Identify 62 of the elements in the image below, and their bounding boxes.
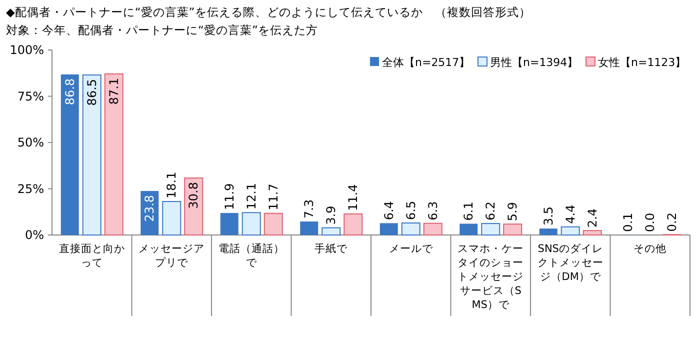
data-label: 23.8 (142, 194, 157, 222)
data-label: 6.5 (404, 200, 418, 220)
legend-label: 男性【n=1394】 (490, 56, 578, 69)
data-label: 0.0 (643, 212, 658, 232)
data-label: 87.1 (106, 78, 121, 105)
bar (539, 228, 558, 235)
y-tick-label: 100% (10, 43, 44, 57)
data-label: 6.3 (426, 201, 440, 220)
data-label: 86.8 (62, 78, 77, 106)
data-label: 2.4 (585, 208, 600, 228)
data-label: 18.1 (164, 172, 179, 199)
bar (423, 222, 442, 236)
data-label: 3.5 (541, 206, 556, 226)
data-label: 6.2 (484, 201, 498, 221)
x-tick-label: その他 (634, 243, 667, 255)
chart-subtitle: 対象：今年、配偶者・パートナーに“愛の言葉”を伝えた方 (6, 23, 318, 37)
data-label: 30.8 (186, 182, 201, 209)
bar (460, 224, 478, 235)
bar (162, 201, 182, 236)
legend-label: 女性【n=1123】 (598, 56, 686, 69)
data-label: 11.9 (222, 183, 236, 210)
x-tick-label: メッセージアプリで (138, 243, 205, 269)
data-label: 11.4 (346, 184, 360, 211)
bar (481, 223, 500, 236)
bar (264, 212, 283, 236)
legend-label: 全体【n=2517】 (382, 56, 470, 69)
bar (503, 224, 522, 236)
data-label: 6.4 (382, 201, 396, 220)
bar (401, 222, 420, 236)
bar (104, 73, 124, 236)
bar (242, 212, 261, 236)
y-tick-label: 75% (17, 89, 44, 104)
bar (582, 230, 602, 236)
bar (560, 226, 580, 236)
data-label: 11.7 (266, 184, 280, 210)
bar (184, 178, 204, 236)
chart-title: ◆配偶者・パートナーに“愛の言葉”を伝える際、どのようにして伝えているか （複数回答形式） (6, 5, 531, 19)
data-label: 0.2 (665, 212, 680, 232)
bar (344, 213, 363, 236)
y-tick-label: 50% (17, 136, 44, 150)
data-label: 12.1 (244, 182, 258, 210)
x-tick-label: 手紙で (314, 242, 349, 255)
data-label: 5.9 (506, 202, 520, 222)
bar (300, 221, 318, 235)
x-tick-label: 電話（通話）で (218, 242, 284, 269)
data-label: 4.4 (563, 204, 578, 224)
x-tick-label: SNSのダイレクトメッセージ（DM）で (537, 243, 604, 283)
data-label: 3.9 (324, 206, 338, 225)
data-label: 6.1 (462, 202, 476, 221)
x-tick-label: メールで (388, 243, 434, 255)
bar (322, 227, 341, 236)
bar (82, 74, 102, 236)
bar (220, 212, 238, 235)
y-tick-label: 0% (24, 228, 44, 242)
y-tick-label: 25% (17, 182, 44, 196)
x-tick-label: 直接面と向かって (58, 242, 125, 269)
bar (60, 74, 79, 235)
data-label: 86.5 (84, 78, 99, 106)
bar (380, 223, 398, 235)
data-label: 7.3 (302, 199, 316, 218)
data-label: 0.1 (621, 212, 636, 232)
x-tick-label: スマホ・ケータイのショートメッセージサービス（SMS）で (458, 243, 524, 311)
